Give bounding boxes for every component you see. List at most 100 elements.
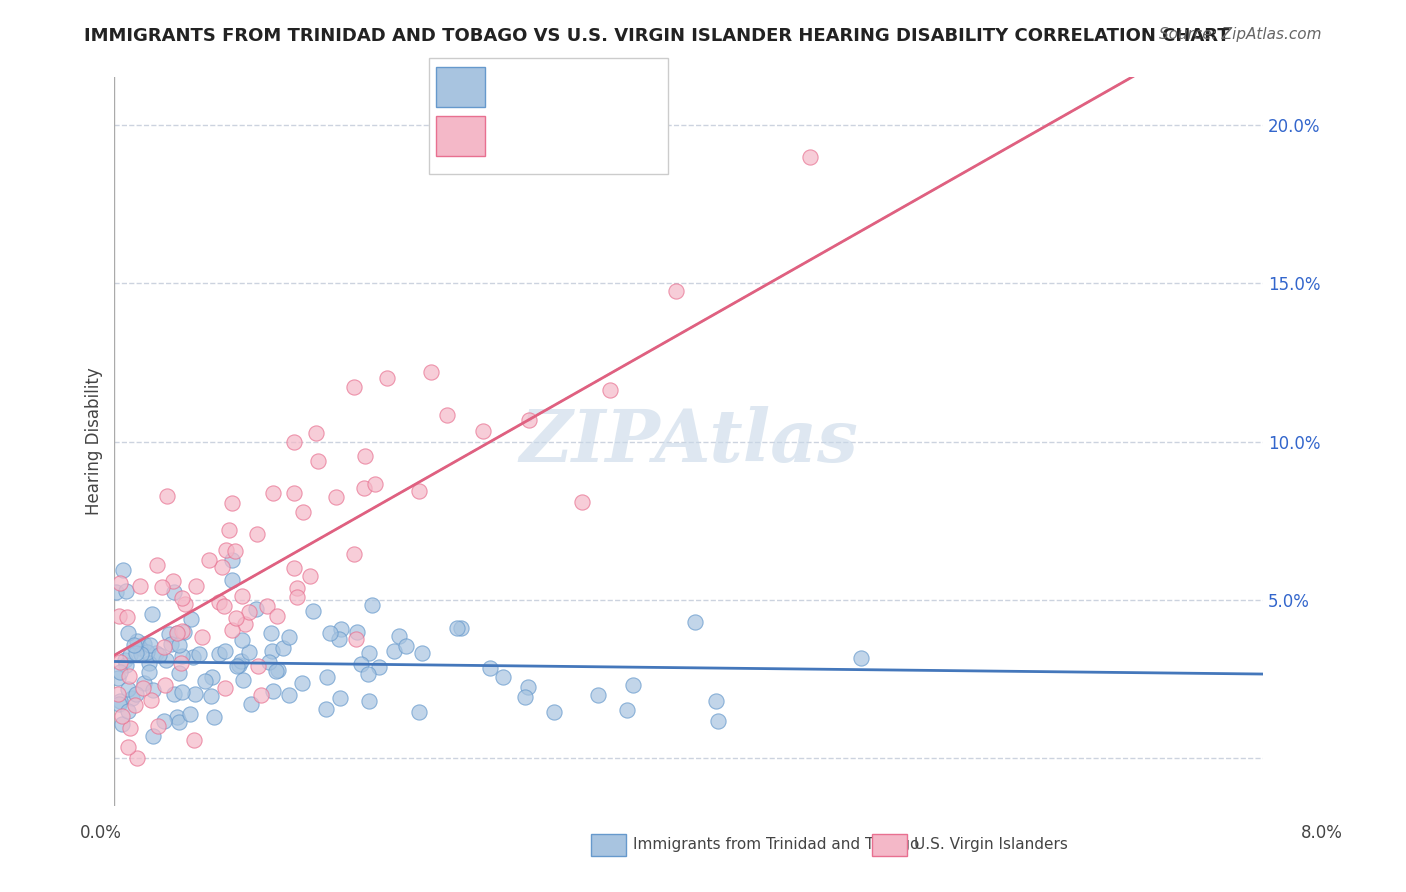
Point (221, 624, 243, 638)
Point (115, 657, 138, 672)
Point (571, 495, 593, 509)
Point (155, 678, 177, 692)
Point (665, 284, 688, 298)
Point (146, 558, 169, 572)
Point (214, 643, 236, 657)
Point (375, 370, 398, 384)
Point (245, 601, 267, 615)
Point (179, 706, 201, 721)
Point (328, 632, 350, 647)
Point (247, 658, 270, 673)
Point (114, 584, 136, 599)
Point (292, 505, 315, 519)
Point (169, 639, 191, 653)
Point (108, 665, 131, 679)
Point (104, 585, 127, 599)
Point (225, 659, 247, 673)
Point (111, 709, 134, 723)
Point (408, 705, 430, 719)
Point (142, 729, 165, 743)
Point (325, 491, 347, 505)
Point (271, 641, 294, 656)
Point (162, 574, 184, 589)
Point (599, 383, 621, 397)
Point (513, 690, 536, 705)
Point (706, 694, 728, 708)
Point (436, 409, 458, 423)
Point (214, 681, 236, 696)
Point (208, 594, 231, 608)
Point (127, 751, 149, 765)
Point (115, 609, 138, 624)
Point (173, 625, 195, 640)
Point (117, 626, 139, 640)
Point (108, 697, 131, 711)
Point (411, 646, 433, 660)
Point (315, 702, 337, 716)
Point (277, 630, 299, 644)
Point (517, 412, 540, 426)
Point (257, 655, 280, 669)
Point (278, 688, 301, 702)
Point (354, 449, 377, 463)
Point (343, 380, 366, 394)
Point (132, 637, 155, 651)
Point (125, 646, 148, 660)
Text: 75: 75 (616, 125, 645, 143)
Point (132, 681, 155, 696)
Text: 8.0%: 8.0% (1301, 824, 1343, 842)
Point (621, 677, 644, 691)
Point (163, 687, 186, 701)
Point (170, 624, 193, 638)
Point (360, 599, 382, 613)
Point (408, 483, 430, 498)
Text: 110: 110 (616, 71, 645, 89)
Text: -0.048: -0.048 (537, 71, 598, 89)
Point (156, 489, 179, 503)
Point (285, 591, 308, 605)
Point (146, 719, 169, 733)
Point (450, 621, 472, 635)
Point (150, 581, 173, 595)
Point (184, 687, 207, 701)
Point (283, 485, 305, 500)
Point (111, 563, 134, 577)
Text: 0.0%: 0.0% (80, 824, 122, 842)
Text: Immigrants from Trinidad and Tobago: Immigrants from Trinidad and Tobago (633, 838, 920, 852)
Point (201, 670, 224, 684)
Point (307, 453, 329, 467)
Point (233, 616, 256, 631)
Point (231, 632, 253, 647)
Point (125, 634, 148, 648)
Point (172, 685, 194, 699)
Point (262, 683, 284, 698)
Point (174, 597, 197, 611)
Point (330, 623, 353, 637)
Point (231, 589, 253, 603)
Point (382, 644, 405, 658)
Point (117, 704, 139, 718)
Point (368, 660, 391, 674)
Point (264, 664, 287, 678)
Point (472, 425, 495, 439)
Point (329, 690, 352, 705)
Point (291, 676, 314, 690)
Point (395, 640, 418, 654)
Point (200, 689, 222, 703)
Point (419, 365, 441, 379)
Point (283, 561, 305, 575)
Point (228, 657, 250, 672)
Point (145, 647, 167, 661)
Point (302, 604, 325, 618)
Point (229, 654, 252, 668)
Point (163, 584, 186, 599)
Point (364, 476, 387, 491)
Point (118, 669, 141, 683)
Point (616, 703, 638, 717)
Point (167, 715, 190, 730)
Point (180, 612, 202, 626)
Text: R =         N =: R = N = (492, 71, 692, 89)
Point (238, 606, 260, 620)
Point (353, 481, 375, 495)
Text: Source: ZipAtlas.com: Source: ZipAtlas.com (1159, 27, 1322, 42)
